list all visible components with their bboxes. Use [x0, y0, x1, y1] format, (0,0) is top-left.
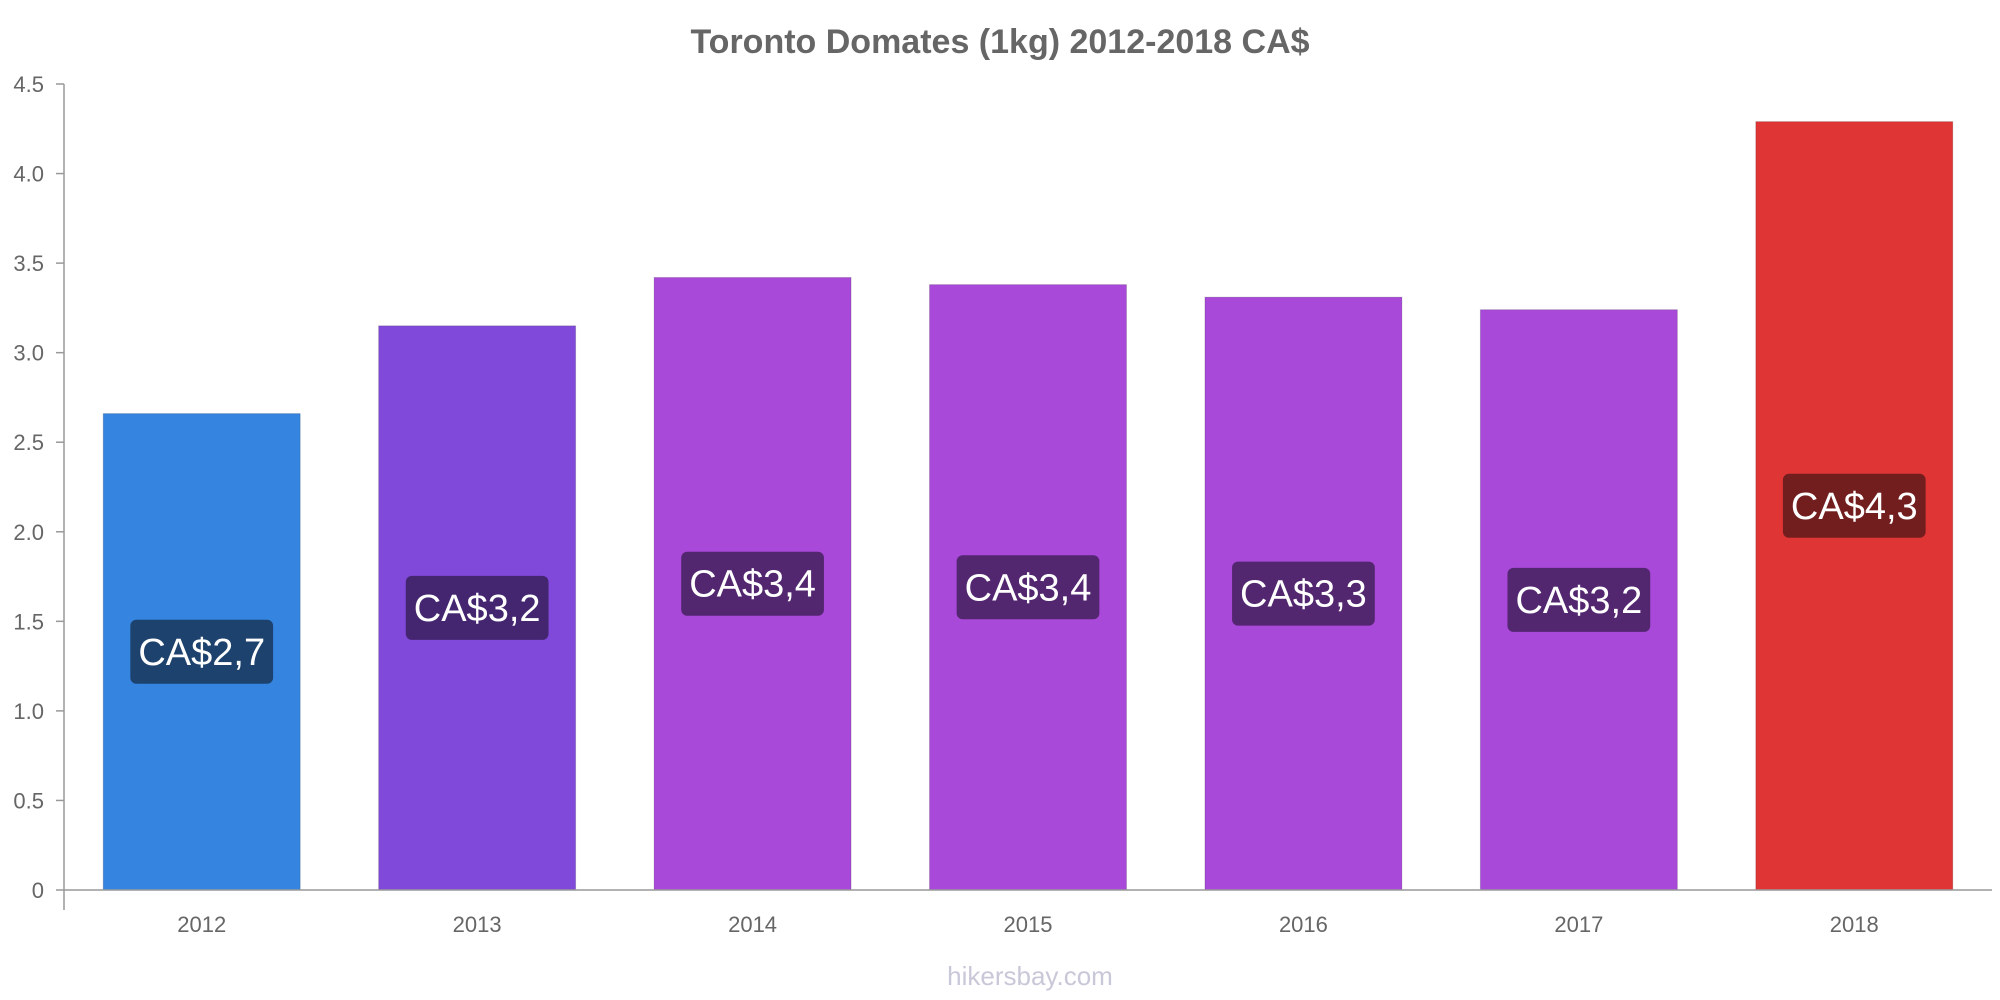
x-tick-label: 2013 [453, 912, 502, 937]
y-tick-label: 1.0 [13, 699, 44, 724]
y-tick-label: 2.0 [13, 520, 44, 545]
credit-text: hikersbay.com [947, 961, 1113, 991]
y-tick-label: 4.5 [13, 72, 44, 97]
data-label-box [1507, 567, 1651, 632]
y-tick-label: 0.5 [13, 788, 44, 813]
data-label-2018: CA$4,3 [1782, 473, 1926, 538]
y-tick-label: 0 [32, 878, 44, 903]
data-label-text: CA$2,7 [138, 632, 265, 674]
y-tick-label: 1.5 [13, 609, 44, 634]
x-axis: 2012 2013 2014 2015 2016 2017 2018 [64, 889, 1992, 937]
x-tick-label: 2018 [1830, 912, 1879, 937]
data-label-box [130, 619, 274, 684]
data-label-text: CA$4,3 [1791, 486, 1918, 528]
data-label-2013: CA$3,2 [405, 575, 549, 640]
data-label-box [681, 551, 824, 616]
data-label-text: CA$3,2 [1515, 580, 1642, 622]
x-tick-label: 2016 [1279, 912, 1328, 937]
data-label-2017: CA$3,2 [1507, 567, 1651, 632]
data-label-box [1782, 473, 1926, 538]
y-tick-label: 2.5 [13, 430, 44, 455]
data-label-text: CA$3,3 [1240, 574, 1367, 616]
data-label-2014: CA$3,4 [681, 551, 824, 616]
data-label-box [405, 575, 549, 640]
data-label-text: CA$3,4 [965, 567, 1092, 609]
y-tick-label: 3.5 [13, 251, 44, 276]
x-tick-label: 2014 [728, 912, 777, 937]
x-tick-label: 2015 [1004, 912, 1053, 937]
x-tick-label: 2017 [1554, 912, 1603, 937]
chart-title: Toronto Domates (1kg) 2012-2018 CA$ [690, 23, 1309, 61]
data-label-2012: CA$2,7 [130, 619, 274, 684]
data-label-2016: CA$3,3 [1232, 561, 1375, 626]
data-label-box [1232, 561, 1375, 626]
data-label-text: CA$3,2 [414, 588, 541, 630]
data-label-2015: CA$3,4 [956, 555, 1100, 620]
x-tick-label: 2012 [177, 912, 226, 937]
y-tick-label: 4.0 [13, 162, 44, 187]
bars [102, 121, 1954, 891]
data-label-text: CA$3,4 [689, 564, 816, 606]
y-axis: 0 0.5 1.0 1.5 2.0 2.5 3.0 3.5 4.0 4.5 [13, 72, 65, 910]
y-tick-label: 3.0 [13, 341, 44, 366]
data-labels: CA$2,7 CA$3,2 CA$3,4 CA$3,4 CA$3,3 CA$3,2 CA$4… [130, 473, 1926, 684]
data-label-box [956, 555, 1100, 620]
